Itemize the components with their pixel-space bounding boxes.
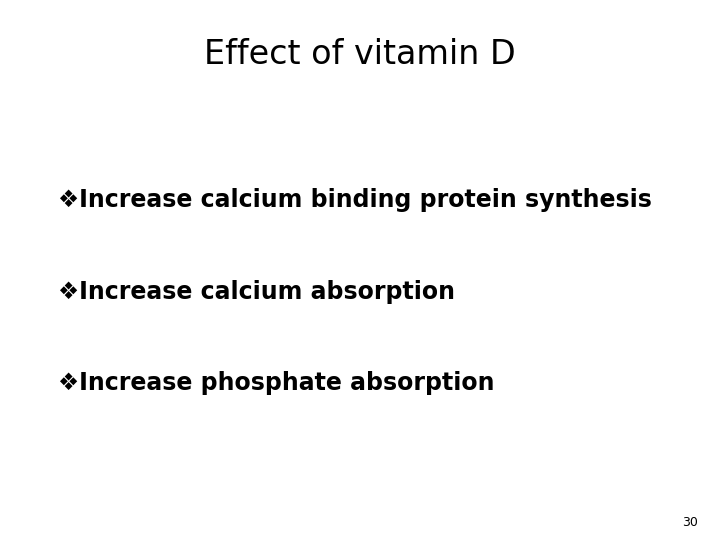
Text: 30: 30 [683,516,698,529]
Text: ❖Increase calcium binding protein synthesis: ❖Increase calcium binding protein synthe… [58,188,652,212]
Text: Effect of vitamin D: Effect of vitamin D [204,38,516,71]
Text: ❖Increase phosphate absorption: ❖Increase phosphate absorption [58,372,494,395]
Text: ❖Increase calcium absorption: ❖Increase calcium absorption [58,280,454,303]
